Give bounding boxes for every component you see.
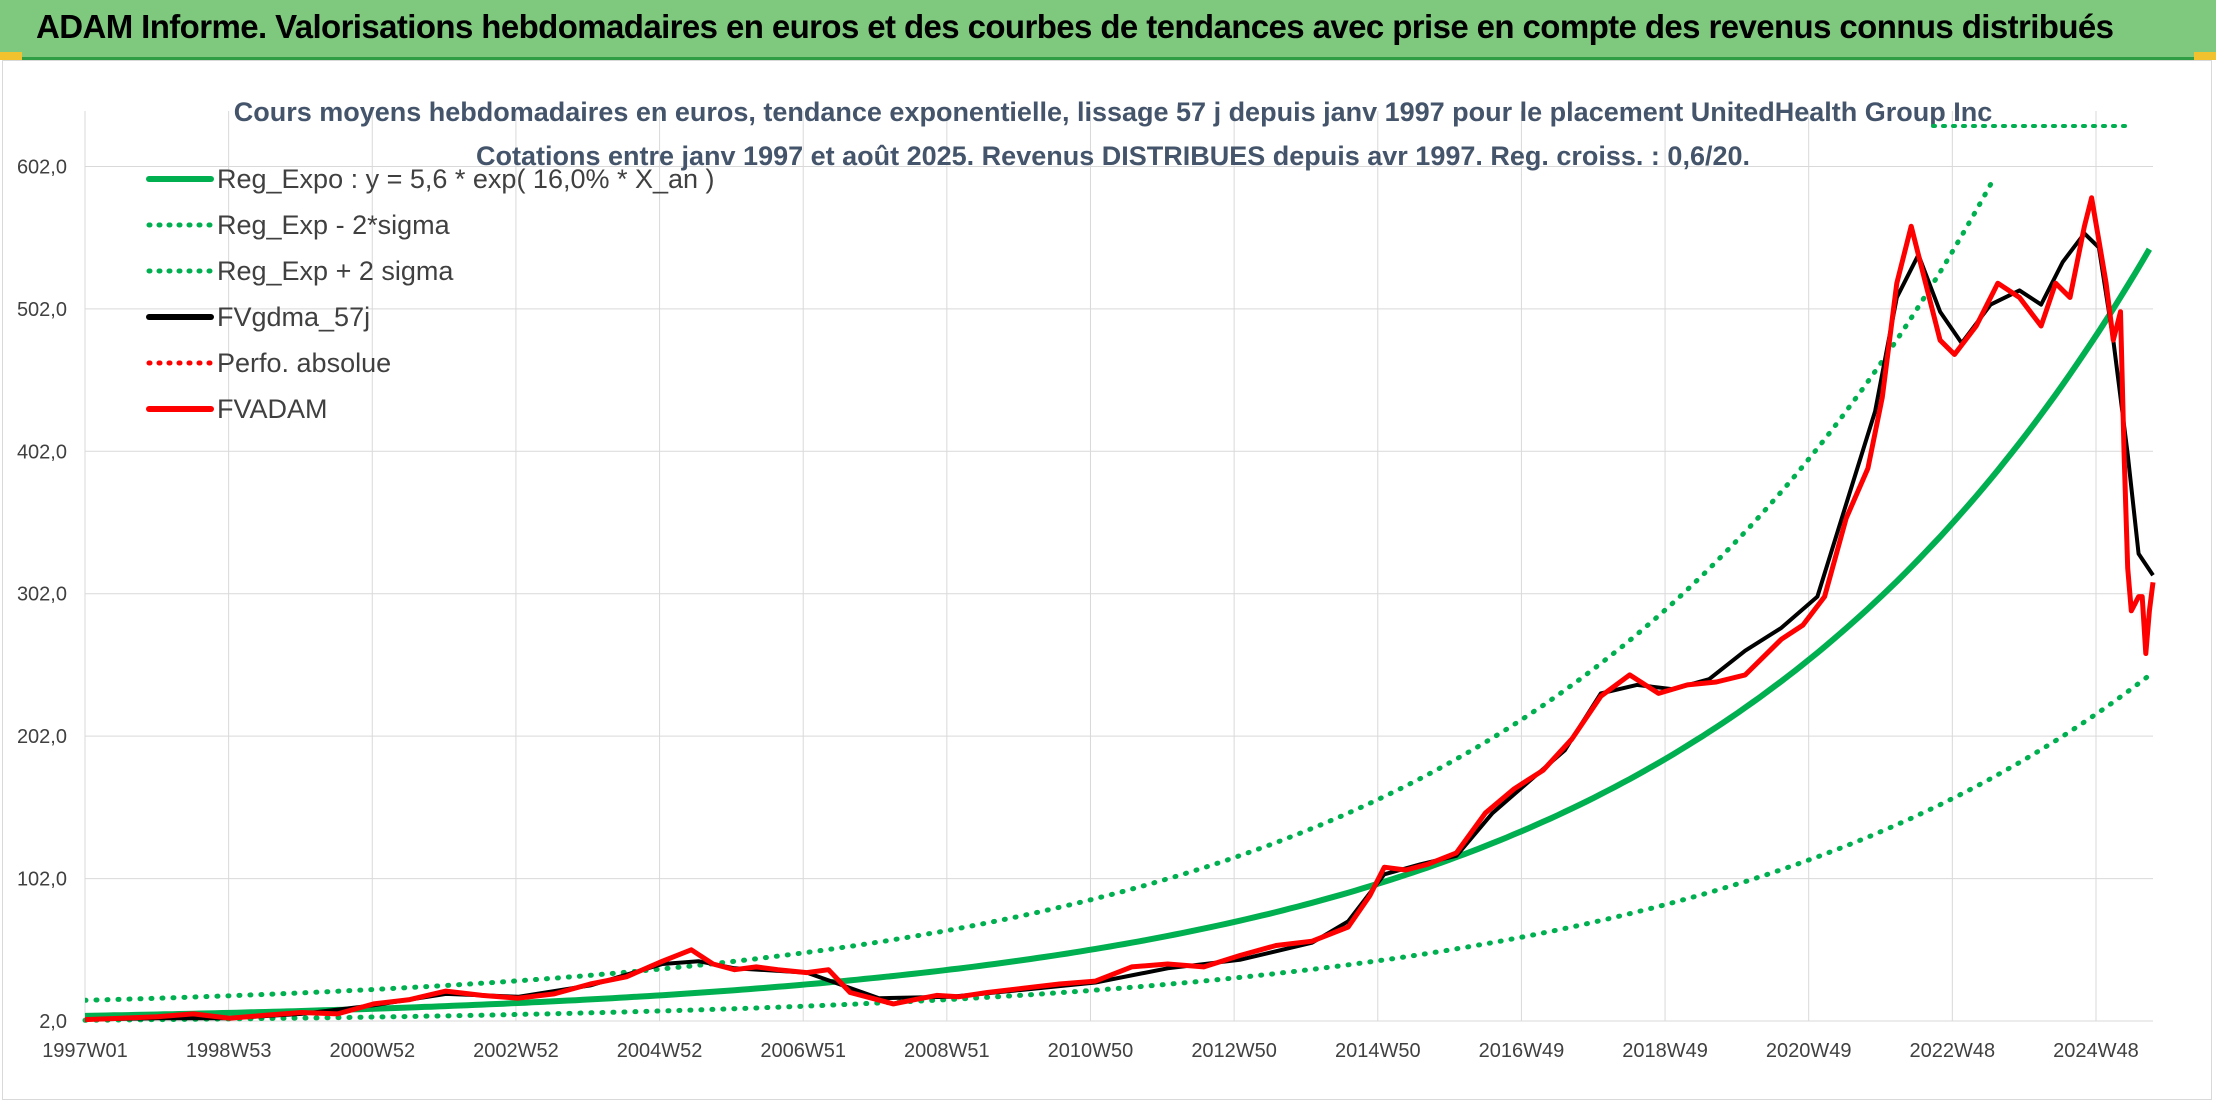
y-tick-label: 102,0	[17, 869, 67, 891]
x-tick-label: 2022W48	[1910, 1040, 1996, 1062]
legend-label: Reg_Exp - 2*sigma	[217, 210, 451, 240]
x-tick-label: 2020W49	[1766, 1040, 1852, 1062]
series-reg-exp-minus-2-sigma	[82, 672, 2152, 1023]
legend-label: Perfo. absolue	[217, 348, 391, 378]
series-reg-exp-plus-2-sigma	[85, 181, 1996, 1003]
y-tick-label: 602,0	[17, 156, 67, 178]
banner-corner-left	[0, 52, 22, 60]
y-tick-label: 302,0	[17, 584, 67, 606]
y-tick-label: 402,0	[17, 441, 67, 463]
series-fvadam	[84, 195, 2156, 1023]
x-tick-label: 2008W51	[904, 1040, 990, 1062]
series-reg-expo	[84, 247, 2152, 1019]
legend-label: Reg_Exp + 2 sigma	[217, 256, 454, 286]
banner-corner-right	[2194, 52, 2216, 60]
x-tick-label: 2004W52	[617, 1040, 703, 1062]
series-fvgdma-57j	[84, 231, 2155, 1022]
chart-title-line-1: Cours moyens hebdomadaires en euros, ten…	[234, 97, 1993, 127]
chart-area: 2,0 102,0 202,0 302,0 402,0 502,0 602,0 1997W0…	[2, 60, 2212, 1100]
x-tick-label: 2010W50	[1048, 1040, 1134, 1062]
x-tick-label: 2024W48	[2053, 1040, 2139, 1062]
y-axis-labels: 2,0 102,0 202,0 302,0 402,0 502,0 602,0	[17, 156, 67, 1033]
chart-series	[82, 181, 2156, 1023]
x-tick-label: 2000W52	[329, 1040, 415, 1062]
x-tick-label: 2002W52	[473, 1040, 559, 1062]
x-tick-label: 1997W01	[42, 1040, 128, 1062]
chart-title-line-2: Cotations entre janv 1997 et août 2025. …	[476, 141, 1750, 171]
x-tick-label: 2014W50	[1335, 1040, 1421, 1062]
y-tick-label: 202,0	[17, 726, 67, 748]
legend-label: FVgdma_57j	[217, 302, 370, 332]
legend-label: Reg_Expo : y = 5,6 * exp( 16,0% * X_an )	[217, 164, 715, 194]
chart-legend: Reg_Expo : y = 5,6 * exp( 16,0% * X_an )…	[146, 164, 715, 424]
report-title: ADAM Informe. Valorisations hebdomadaire…	[36, 8, 2114, 45]
y-tick-label: 502,0	[17, 299, 67, 321]
report-banner: ADAM Informe. Valorisations hebdomadaire…	[0, 0, 2216, 60]
x-tick-label: 1998W53	[186, 1040, 272, 1062]
line-chart: 2,0 102,0 202,0 302,0 402,0 502,0 602,0 1997W0…	[17, 97, 2156, 1062]
y-tick-label: 2,0	[39, 1011, 67, 1033]
x-tick-label: 2018W49	[1622, 1040, 1708, 1062]
x-tick-label: 2016W49	[1479, 1040, 1565, 1062]
legend-label: FVADAM	[217, 394, 328, 424]
x-tick-label: 2012W50	[1191, 1040, 1277, 1062]
x-axis-labels: 1997W01 1998W53 2000W52 2002W52 2004W52 2006W…	[42, 1040, 2139, 1062]
chart-grid	[84, 111, 2153, 1022]
x-tick-label: 2006W51	[760, 1040, 846, 1062]
